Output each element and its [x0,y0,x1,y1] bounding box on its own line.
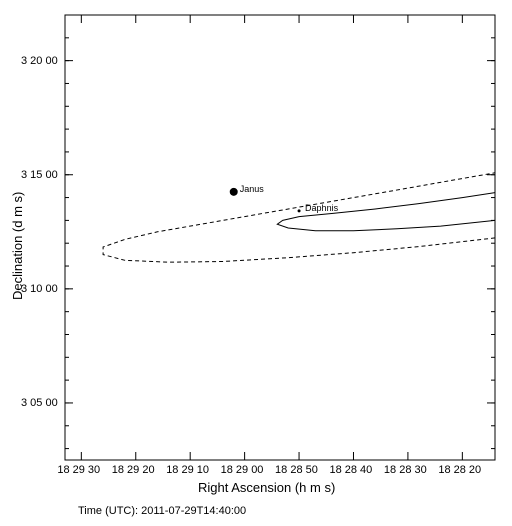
y-tick-label: 3 20 00 [21,55,58,67]
x-axis-label: Right Ascension (h m s) [198,480,335,495]
object-label: Daphnis [305,203,338,213]
object-label: Janus [240,184,264,194]
y-tick-label: 3 15 00 [21,169,58,181]
x-tick-label: 18 28 50 [275,464,318,476]
x-tick-label: 18 28 20 [438,464,481,476]
y-tick-label: 3 10 00 [21,283,58,295]
x-tick-label: 18 29 20 [112,464,155,476]
timestamp-line: Time (UTC): 2011-07-29T14:40:00 [78,505,246,517]
timestamp-value: 2011-07-29T14:40:00 [141,505,246,517]
timestamp-prefix: Time (UTC): [78,505,141,517]
x-tick-label: 18 29 10 [166,464,209,476]
x-tick-label: 18 28 30 [384,464,427,476]
y-tick-label: 3 05 00 [21,397,58,409]
sky-chart [0,0,512,526]
x-tick-label: 18 29 30 [57,464,100,476]
x-tick-label: 18 28 40 [329,464,372,476]
x-tick-label: 18 29 00 [221,464,264,476]
